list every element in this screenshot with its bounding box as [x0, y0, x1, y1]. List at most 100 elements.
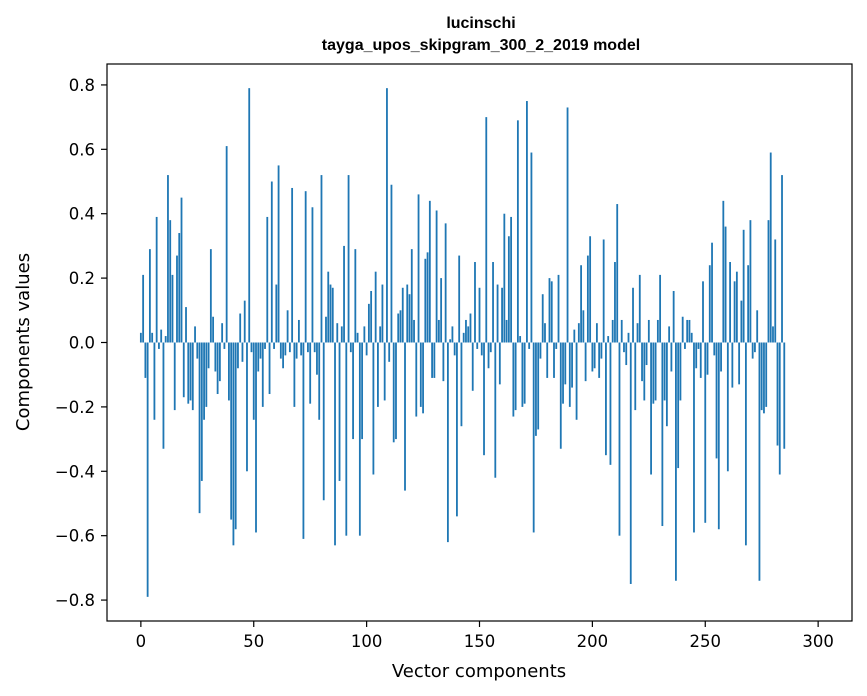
bar-147	[471, 342, 474, 391]
bar-154	[487, 342, 490, 369]
bar-107	[381, 284, 384, 343]
bar-226	[650, 342, 652, 475]
bar-111	[390, 184, 393, 343]
bar-71	[300, 342, 303, 356]
bar-151	[480, 342, 483, 356]
bar-145	[467, 326, 470, 343]
y-tick-label: 0.2	[69, 269, 95, 288]
bar-128	[428, 200, 431, 343]
bar-220	[636, 323, 639, 343]
bar-285	[783, 342, 786, 449]
bar-187	[562, 342, 564, 404]
bar-282	[776, 342, 779, 446]
bar-68	[293, 342, 296, 407]
bar-46	[243, 300, 246, 343]
bar-253	[711, 242, 713, 343]
bar-15	[173, 342, 176, 411]
bar-8	[158, 342, 160, 349]
bar-99	[363, 326, 366, 343]
bar-249	[702, 281, 704, 343]
bar-173	[530, 152, 533, 343]
bar-14	[171, 274, 174, 343]
bar-60	[275, 284, 278, 343]
bar-250	[704, 342, 707, 523]
bar-157	[494, 342, 497, 478]
y-tick-label: 0.8	[69, 76, 95, 95]
bar-10	[162, 342, 165, 449]
bar-66	[288, 342, 291, 353]
bar-139	[453, 342, 456, 356]
bar-98	[361, 342, 364, 440]
bar-267	[742, 229, 745, 343]
bar-179	[544, 323, 546, 343]
bar-64	[284, 342, 287, 356]
bar-22	[189, 342, 192, 401]
bar-42	[234, 342, 237, 530]
bar-102	[370, 290, 373, 343]
bar-153	[485, 117, 488, 343]
bar-209	[611, 319, 614, 343]
bar-86	[334, 342, 336, 546]
bar-75	[309, 342, 312, 404]
bar-13	[169, 220, 172, 343]
bar-47	[246, 342, 248, 472]
bar-59	[273, 342, 275, 349]
chart-subtitle: tayga_upos_skipgram_300_2_2019 model	[322, 37, 640, 54]
bar-156	[492, 262, 494, 343]
bar-242	[686, 319, 689, 343]
bar-205	[602, 239, 605, 343]
y-tick-label: −0.8	[55, 591, 95, 610]
bar-105	[377, 342, 379, 407]
bar-3	[146, 342, 149, 597]
bar-280	[772, 326, 774, 343]
bar-149	[476, 342, 479, 349]
bar-251	[706, 342, 709, 375]
bar-278	[767, 220, 770, 343]
bar-172	[528, 342, 531, 349]
bar-221	[638, 274, 641, 343]
bars-group	[139, 88, 786, 597]
bar-200	[591, 342, 594, 372]
bar-222	[641, 342, 643, 382]
bar-88	[338, 342, 341, 481]
bar-276	[763, 342, 765, 414]
bar-218	[632, 287, 634, 343]
bar-243	[688, 319, 691, 343]
bar-169	[521, 342, 524, 407]
bar-140	[456, 342, 458, 517]
bar-136	[446, 342, 449, 543]
bar-48	[248, 88, 251, 343]
bar-44	[239, 313, 242, 343]
bar-72	[302, 342, 305, 539]
bar-208	[609, 342, 612, 465]
bar-25	[196, 342, 199, 359]
bar-138	[451, 326, 454, 343]
bar-63	[282, 342, 284, 369]
bar-127	[426, 252, 429, 343]
bar-165	[512, 342, 515, 417]
bar-61	[277, 165, 280, 343]
bar-207	[607, 336, 610, 343]
bar-57	[268, 342, 271, 395]
bar-141	[458, 255, 461, 343]
bar-192	[573, 329, 576, 343]
bar-112	[392, 342, 395, 443]
bar-96	[356, 332, 359, 343]
bar-123	[417, 194, 420, 343]
bar-217	[629, 342, 632, 584]
x-tick-label: 0	[136, 632, 147, 651]
bar-180	[546, 342, 549, 378]
bar-235	[670, 342, 673, 372]
bar-83	[327, 271, 330, 343]
bar-129	[431, 342, 433, 378]
bar-185	[557, 274, 560, 343]
bar-155	[489, 342, 492, 353]
bar-69	[295, 342, 298, 359]
bar-7	[155, 216, 158, 343]
bar-41	[232, 342, 235, 546]
bar-38	[225, 146, 228, 343]
bar-236	[672, 290, 675, 343]
bar-190	[568, 342, 571, 407]
bar-177	[539, 342, 542, 359]
